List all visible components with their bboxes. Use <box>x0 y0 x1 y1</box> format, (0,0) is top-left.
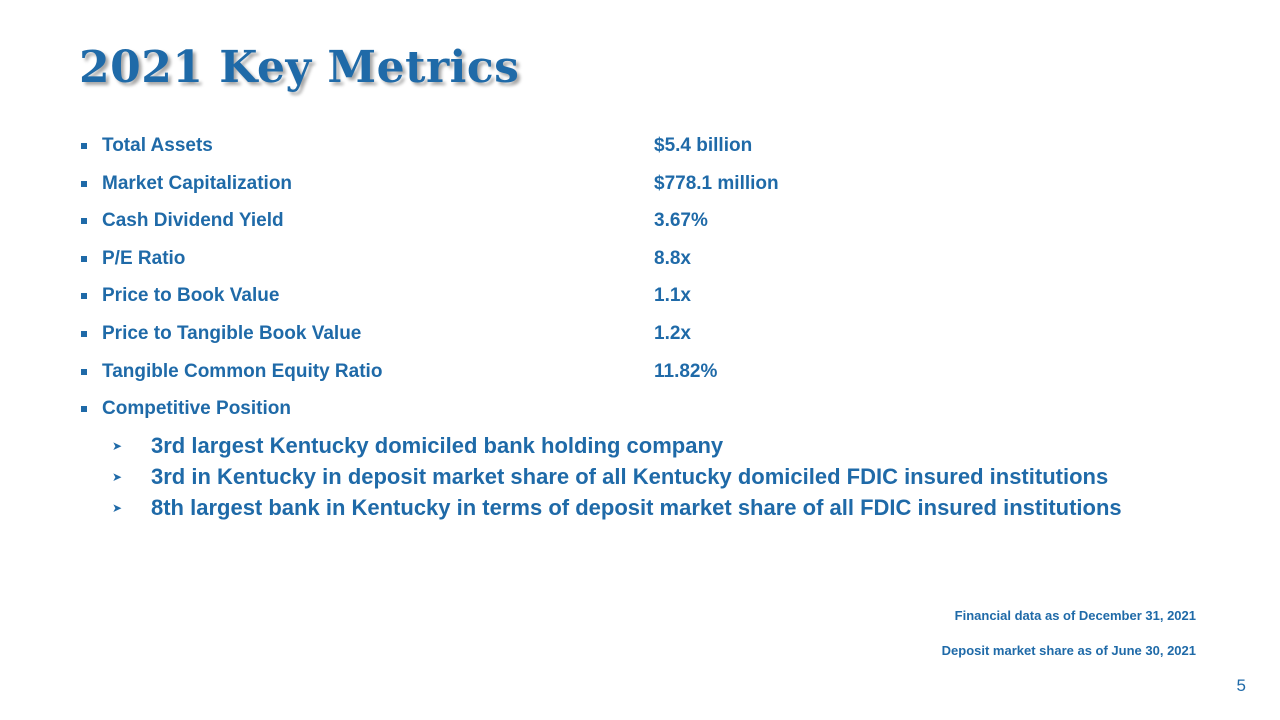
square-bullet-icon <box>81 293 87 300</box>
footnote-financial-data-date: Financial data as of December 31, 2021 <box>954 608 1196 623</box>
metric-row-competitive-position: Competitive Position <box>79 390 1199 428</box>
metric-row-market-capitalization: Market Capitalization $778.1 million <box>79 165 1199 203</box>
metric-label: Competitive Position <box>102 398 291 420</box>
metric-row-price-to-book-value: Price to Book Value 1.1x <box>79 277 1199 315</box>
slide-title: 2021 Key Metrics <box>79 42 520 93</box>
square-bullet-icon <box>81 255 87 262</box>
metric-label: Cash Dividend Yield <box>102 210 284 232</box>
arrowhead-bullet-icon: ➤ <box>112 501 123 515</box>
metric-value: 1.2x <box>654 322 691 344</box>
metric-label: Tangible Common Equity Ratio <box>102 360 383 382</box>
metric-label: Market Capitalization <box>102 172 293 194</box>
metric-value: 11.82% <box>654 360 718 382</box>
square-bullet-icon <box>81 143 87 149</box>
metrics-list: Total Assets $5.4 billion Market Capital… <box>79 127 1199 428</box>
square-bullet-icon <box>81 330 87 337</box>
page-number: 5 <box>1236 676 1246 695</box>
arrowhead-bullet-icon: ➤ <box>112 470 123 484</box>
metric-row-pe-ratio: P/E Ratio 8.8x <box>79 240 1199 278</box>
competitive-position-text: 3rd largest Kentucky domiciled bank hold… <box>151 433 724 458</box>
square-bullet-icon <box>81 406 87 413</box>
footnotes: Financial data as of December 31, 2021 D… <box>942 605 1196 661</box>
competitive-position-text: 3rd in Kentucky in deposit market share … <box>151 464 1109 489</box>
metric-label: Total Assets <box>102 135 213 156</box>
competitive-position-item: ➤ 3rd in Kentucky in deposit market shar… <box>112 464 1196 490</box>
metric-row-total-assets: Total Assets $5.4 billion <box>79 127 1199 165</box>
footnote-deposit-share-date: Deposit market share as of June 30, 2021 <box>941 643 1196 658</box>
metric-value: 3.67% <box>654 210 708 232</box>
metric-value: $5.4 billion <box>654 135 753 156</box>
metric-row-cash-dividend-yield: Cash Dividend Yield 3.67% <box>79 202 1199 240</box>
arrowhead-bullet-icon: ➤ <box>112 439 123 453</box>
metric-row-price-to-tangible-book-value: Price to Tangible Book Value 1.2x <box>79 315 1199 353</box>
square-bullet-icon <box>81 218 87 225</box>
metric-label: P/E Ratio <box>102 247 186 269</box>
competitive-position-item: ➤ 8th largest bank in Kentucky in terms … <box>112 495 1196 521</box>
metric-label: Price to Book Value <box>102 285 280 307</box>
competitive-position-item: ➤ 3rd largest Kentucky domiciled bank ho… <box>112 433 1196 459</box>
metric-value: $778.1 million <box>654 172 779 194</box>
competitive-position-list: ➤ 3rd largest Kentucky domiciled bank ho… <box>112 433 1196 521</box>
square-bullet-icon <box>81 180 87 187</box>
metric-row-tangible-common-equity-ratio: Tangible Common Equity Ratio 11.82% <box>79 353 1199 391</box>
square-bullet-icon <box>81 368 87 375</box>
metric-label: Price to Tangible Book Value <box>102 322 362 344</box>
competitive-position-text: 8th largest bank in Kentucky in terms of… <box>151 495 1122 520</box>
metric-value: 8.8x <box>654 247 691 269</box>
metric-value: 1.1x <box>654 285 691 307</box>
